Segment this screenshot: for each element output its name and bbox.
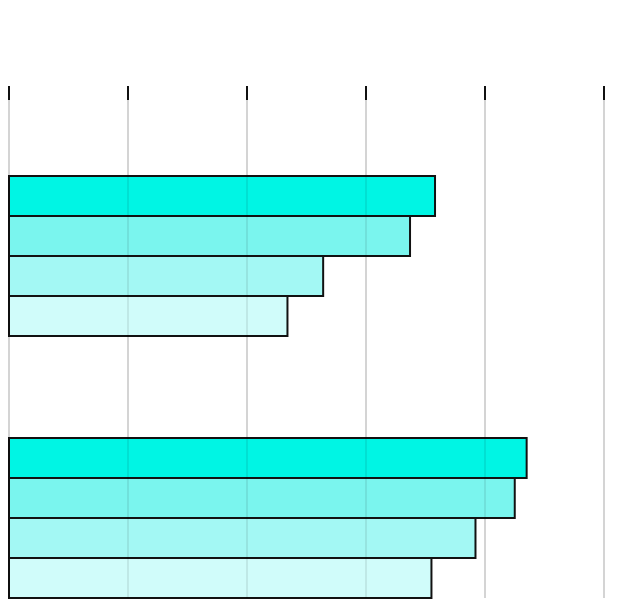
bar [8, 517, 477, 559]
bar [8, 557, 433, 599]
bar [8, 295, 289, 337]
bar [8, 255, 325, 297]
bar [8, 175, 437, 217]
bar [8, 215, 412, 257]
bar [8, 477, 516, 519]
bar [8, 437, 528, 479]
